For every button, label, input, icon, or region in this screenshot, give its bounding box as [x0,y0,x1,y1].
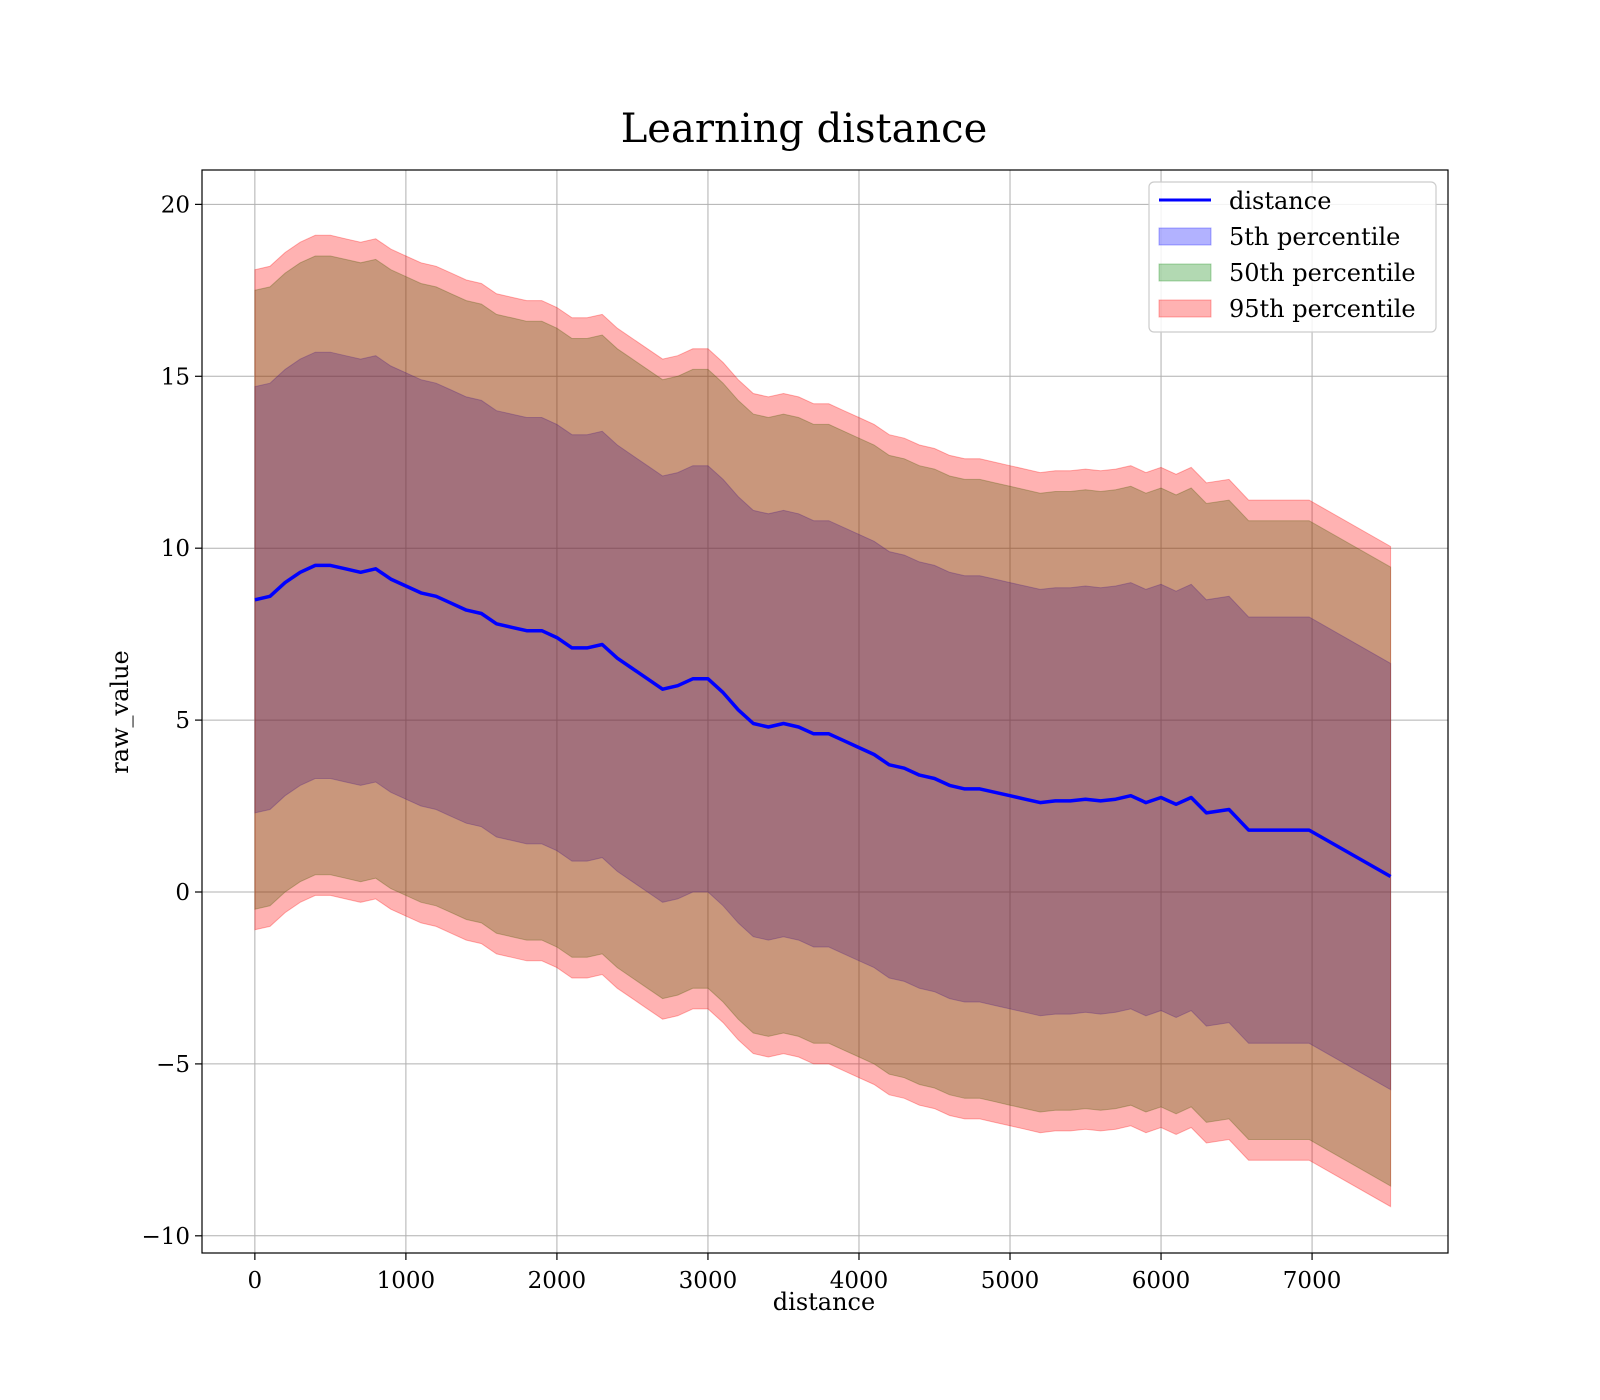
legend: distance 5th percentile 50th percentile … [1148,181,1437,333]
chart-title: Learning distance [621,106,988,152]
legend-label-distance: distance [1229,187,1331,215]
y-tick-label: 20 [161,192,190,218]
x-tick-label: 0 [248,1268,263,1294]
x-axis-ticks: 0 1000 2000 3000 4000 5000 6000 7000 [248,1253,1342,1294]
x-tick-label: 5000 [981,1268,1040,1294]
series-lines [254,563,1392,879]
legend-swatch-5th-percentile [1158,227,1212,246]
x-tick-label: 3000 [679,1268,738,1294]
legend-frame [1148,181,1437,333]
x-tick-label: 1000 [377,1268,436,1294]
legend-label-95th-percentile: 95th percentile [1229,295,1416,323]
grid [202,170,1448,1253]
line-distance [254,563,1392,879]
y-axis-ticks: −10 −5 0 5 10 15 20 [141,192,202,1250]
x-tick-label: 4000 [830,1268,889,1294]
percentile-bands [254,234,1392,1208]
x-axis-label: distance [773,1288,875,1316]
x-tick-label: 7000 [1283,1268,1342,1294]
axes-background [202,170,1448,1253]
legend-label-5th-percentile: 5th percentile [1229,223,1400,251]
axes-frame [201,169,1449,1254]
legend-label-50th-percentile: 50th percentile [1229,259,1416,287]
y-tick-label: −10 [141,1224,190,1250]
x-tick-label: 6000 [1132,1268,1191,1294]
legend-swatch-95th-percentile [1158,299,1212,318]
band-5th-percentile [254,351,1392,1091]
band-50th-percentile [254,255,1392,1187]
x-tick-label: 2000 [528,1268,587,1294]
y-tick-label: 15 [161,364,190,390]
y-tick-label: 0 [175,880,190,906]
y-tick-label: −5 [156,1052,190,1078]
y-tick-label: 10 [161,536,190,562]
plot-area [201,169,1449,1254]
legend-swatch-50th-percentile [1158,263,1212,282]
y-axis-label: raw_value [106,650,134,774]
y-tick-label: 5 [175,708,190,734]
band-95th-percentile [254,234,1392,1208]
